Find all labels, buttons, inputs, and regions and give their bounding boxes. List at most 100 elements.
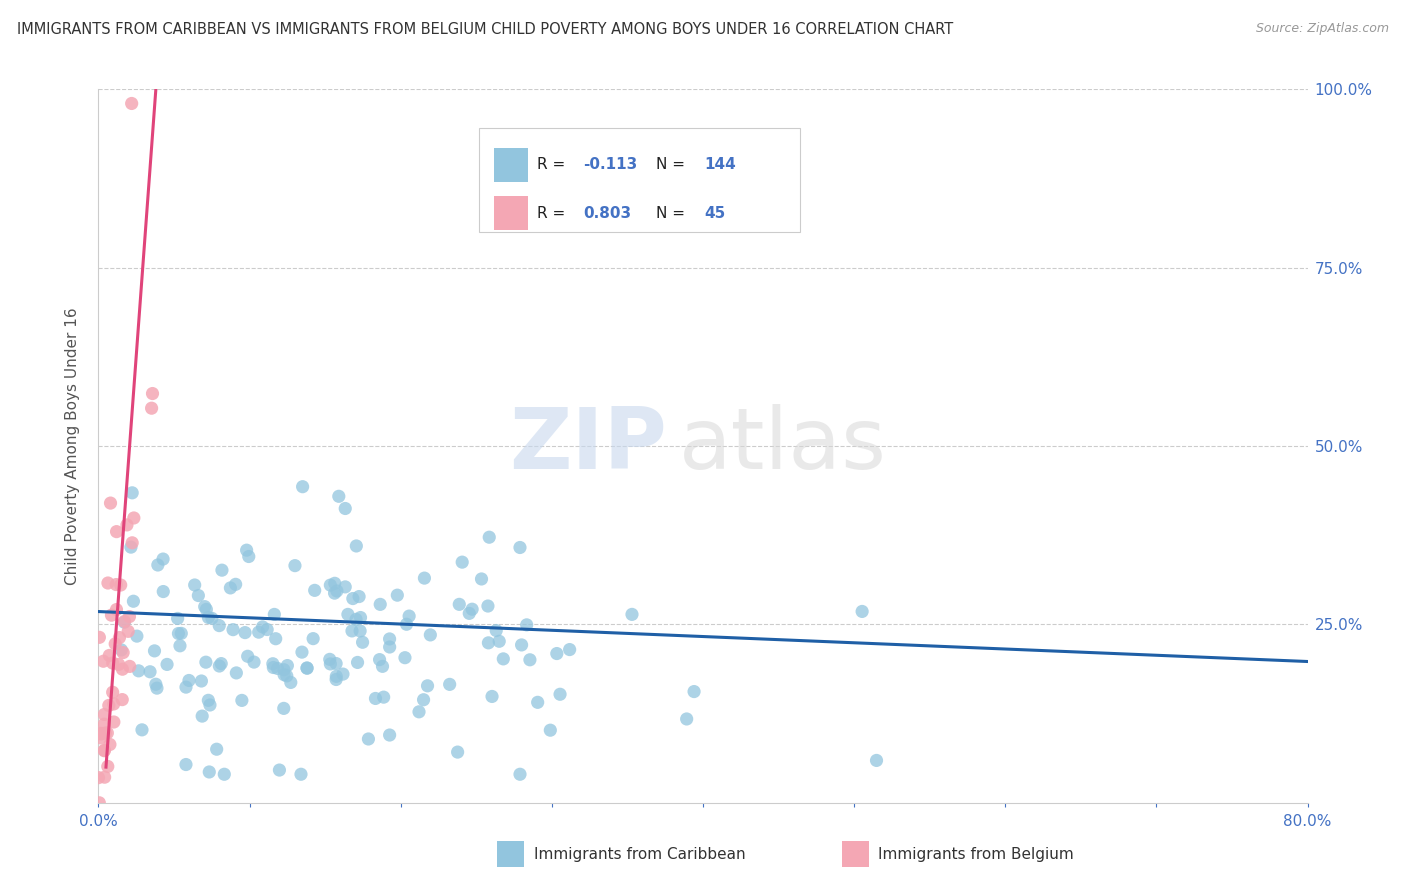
Point bbox=[177, 673, 200, 688]
Point bbox=[325, 673, 347, 687]
Point bbox=[105, 577, 128, 591]
Point bbox=[100, 608, 122, 623]
Point bbox=[347, 590, 370, 604]
Point bbox=[166, 611, 188, 625]
Point bbox=[94, 726, 117, 740]
Point bbox=[546, 647, 568, 661]
Point bbox=[461, 602, 484, 616]
Point bbox=[146, 558, 169, 572]
Text: N =: N = bbox=[655, 157, 690, 172]
Point bbox=[280, 675, 302, 690]
Point bbox=[342, 591, 364, 606]
Point bbox=[446, 745, 468, 759]
Bar bbox=[494, 147, 527, 182]
Point bbox=[90, 727, 112, 741]
Point bbox=[194, 599, 217, 614]
Point bbox=[509, 767, 531, 781]
Point bbox=[211, 563, 233, 577]
Point bbox=[395, 617, 418, 632]
Text: 144: 144 bbox=[704, 157, 735, 172]
Point bbox=[349, 624, 371, 638]
Point bbox=[335, 501, 357, 516]
Text: 45: 45 bbox=[704, 206, 725, 221]
Point bbox=[413, 571, 436, 585]
Text: 0.803: 0.803 bbox=[583, 206, 631, 221]
Point bbox=[378, 632, 401, 646]
Point bbox=[183, 578, 205, 592]
Point bbox=[174, 757, 197, 772]
Point bbox=[97, 759, 120, 773]
Point bbox=[167, 626, 190, 640]
Point bbox=[558, 642, 581, 657]
Point bbox=[247, 625, 270, 640]
Point bbox=[170, 626, 193, 640]
Point bbox=[198, 698, 221, 712]
Point bbox=[107, 657, 129, 672]
Point bbox=[122, 511, 145, 525]
Point bbox=[112, 646, 135, 660]
Point bbox=[458, 607, 481, 621]
Point bbox=[231, 693, 253, 707]
Point bbox=[538, 723, 561, 738]
Point bbox=[263, 607, 285, 622]
Point bbox=[620, 607, 643, 622]
Point bbox=[326, 583, 349, 598]
Point bbox=[98, 738, 121, 752]
Point bbox=[357, 731, 380, 746]
Point bbox=[319, 657, 342, 671]
Point bbox=[93, 707, 115, 722]
Point bbox=[145, 677, 167, 691]
Point bbox=[146, 681, 169, 695]
Point bbox=[412, 692, 434, 706]
Text: Immigrants from Belgium: Immigrants from Belgium bbox=[879, 847, 1074, 862]
Point bbox=[340, 624, 363, 638]
Text: R =: R = bbox=[537, 206, 571, 221]
Point bbox=[470, 572, 492, 586]
Point bbox=[110, 643, 132, 657]
Point bbox=[195, 602, 218, 616]
Point bbox=[219, 581, 242, 595]
Point bbox=[485, 624, 508, 638]
Point bbox=[121, 536, 143, 550]
Point bbox=[325, 669, 347, 683]
Point bbox=[519, 653, 541, 667]
Point bbox=[323, 586, 346, 600]
Y-axis label: Child Poverty Among Boys Under 16: Child Poverty Among Boys Under 16 bbox=[65, 307, 80, 585]
Point bbox=[174, 680, 197, 694]
Point bbox=[319, 652, 342, 666]
Point bbox=[194, 655, 217, 669]
Point bbox=[101, 685, 124, 699]
Point bbox=[105, 602, 128, 616]
Text: Source: ZipAtlas.com: Source: ZipAtlas.com bbox=[1256, 22, 1389, 36]
Point bbox=[103, 697, 125, 711]
Point bbox=[152, 552, 174, 566]
Point bbox=[451, 555, 474, 569]
Point bbox=[121, 96, 143, 111]
Point bbox=[264, 632, 287, 646]
Point bbox=[851, 604, 873, 618]
Point bbox=[302, 632, 325, 646]
Point bbox=[273, 667, 295, 681]
Point bbox=[197, 610, 219, 624]
Point bbox=[90, 731, 112, 745]
Point bbox=[683, 684, 706, 698]
Point bbox=[510, 638, 533, 652]
Point bbox=[492, 652, 515, 666]
Point bbox=[419, 628, 441, 642]
Point bbox=[143, 644, 166, 658]
Point bbox=[93, 744, 115, 758]
Point bbox=[364, 691, 387, 706]
Point bbox=[325, 657, 347, 671]
Point bbox=[295, 661, 318, 675]
Point bbox=[319, 578, 342, 592]
Point bbox=[352, 635, 374, 649]
Point bbox=[236, 649, 259, 664]
Point bbox=[122, 594, 145, 608]
Text: atlas: atlas bbox=[679, 404, 887, 488]
Point bbox=[114, 615, 136, 629]
Point bbox=[214, 767, 236, 781]
Point bbox=[336, 607, 359, 622]
Point bbox=[90, 726, 112, 740]
Point bbox=[371, 659, 394, 673]
Point bbox=[233, 625, 256, 640]
